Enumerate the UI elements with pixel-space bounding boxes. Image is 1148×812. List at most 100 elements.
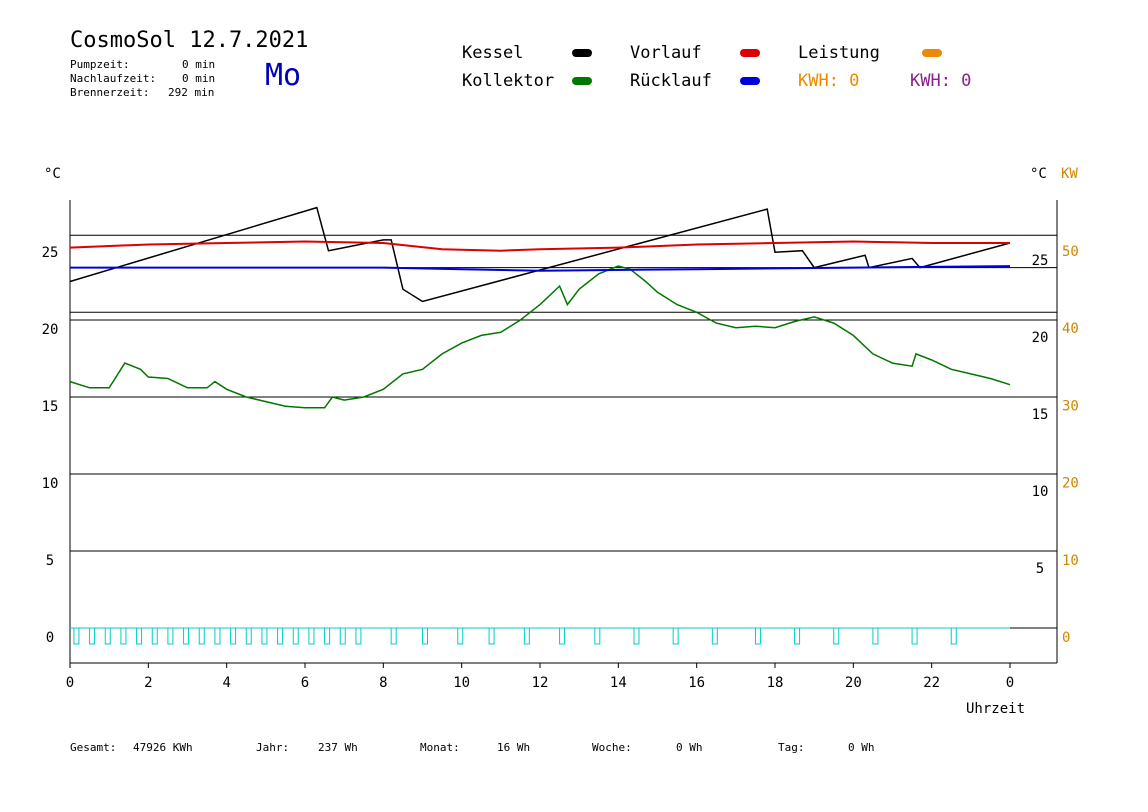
footer-woche-value: 0 Wh	[676, 741, 703, 754]
y-left-tick-label: 10	[42, 476, 59, 492]
series-line-kessel	[69, 206, 1011, 303]
pump-pulse-16	[324, 627, 331, 645]
x-tick-label: 4	[222, 675, 230, 691]
y2-tick-label: 0	[1062, 630, 1070, 646]
pump-pulse-20	[422, 627, 428, 645]
pump-pulse-3	[120, 627, 127, 645]
y-left-tick-label: 5	[46, 553, 54, 569]
y-left-tick-label: 20	[42, 322, 59, 338]
y2-tick-label: 40	[1062, 321, 1079, 337]
pump-pulses	[70, 627, 1010, 645]
x-tick-label: 8	[379, 675, 387, 691]
y2-tick-label: 30	[1062, 398, 1079, 414]
y-right-tick-label: 15	[1032, 407, 1049, 423]
pump-pulse-23	[523, 627, 530, 645]
pump-pulse-8	[198, 627, 205, 645]
pump-pulse-21	[457, 627, 464, 645]
footer-tag-value: 0 Wh	[848, 741, 875, 754]
pump-pulse-9	[214, 627, 221, 645]
pump-pulse-33	[911, 627, 918, 645]
legend-leistung-swatch	[922, 49, 942, 57]
chart-title: CosmoSol 12.7.2021	[70, 28, 309, 53]
series-line-kollektor	[69, 265, 1011, 409]
pump-pulse-17	[339, 627, 346, 645]
pump-pulse-31	[833, 627, 840, 645]
pump-pulse-25	[594, 627, 601, 645]
pump-pulse-22	[488, 627, 495, 645]
footer-woche-label: Woche:	[592, 741, 632, 754]
pump-pulse-28	[711, 627, 718, 645]
y2-tick-label: 10	[1062, 553, 1079, 569]
pump-pulse-29	[754, 627, 761, 645]
pump-pulse-32	[872, 627, 879, 645]
legend-kessel-label: Kessel	[462, 43, 524, 63]
y-right-tick-label: 20	[1032, 330, 1049, 346]
footer-monat-label: Monat:	[420, 741, 460, 754]
legend-kessel-swatch	[572, 49, 592, 57]
stat-brennerzeit-value: 292 min	[168, 86, 215, 99]
stat-nachlaufzeit-value: 0 min	[182, 72, 216, 85]
y-left-tick-label: 0	[46, 630, 54, 646]
pump-pulse-11	[245, 627, 252, 645]
x-tick-label: 14	[610, 675, 627, 691]
grid-lines	[70, 234, 1057, 629]
y-right-tick-label: 10	[1032, 484, 1049, 500]
y2-tick-label: 20	[1062, 476, 1079, 492]
footer-gesamt-label: Gesamt:	[70, 741, 117, 754]
x-tick-label: 0	[1006, 675, 1014, 691]
pump-pulse-13	[277, 627, 284, 645]
axes	[69, 200, 1058, 668]
y-left-tick-label: 25	[42, 245, 59, 261]
stat-nachlaufzeit-label: Nachlaufzeit:	[70, 72, 157, 85]
x-tick-label: 6	[301, 675, 309, 691]
pump-pulse-12	[261, 627, 268, 645]
tick-labels: 0 2 4 6 8 10 12 14 16 18 20 22 0 0 5 10 15 20 25 5 10 15 20 25 0…	[42, 244, 1079, 691]
pump-pulse-18	[355, 627, 362, 645]
footer-monat-value: 16 Wh	[497, 741, 531, 754]
x-tick-label: 10	[453, 675, 470, 691]
footer-gesamt-value: 47926 KWh	[133, 741, 193, 754]
legend-vorlauf-swatch	[740, 49, 760, 57]
pump-pulse-15	[308, 627, 315, 645]
x-tick-label: 20	[845, 675, 862, 691]
pump-pulse-34	[950, 627, 957, 645]
x-tick-label: 0	[66, 675, 74, 691]
pump-pulse-7	[183, 627, 190, 645]
footer-jahr-label: Jahr:	[256, 741, 290, 754]
pump-pulse-5	[151, 627, 158, 645]
pump-pulse-14	[292, 627, 299, 645]
left-unit-label: °C	[44, 166, 61, 182]
pump-pulse-26	[633, 627, 640, 645]
weekday-label: Mo	[265, 58, 302, 93]
x-tick-label: 2	[144, 675, 152, 691]
y-right-tick-label: 5	[1036, 561, 1044, 577]
right-unit-label: °C	[1030, 166, 1047, 182]
legend-kwh-purple: KWH: 0	[910, 71, 972, 91]
pump-pulse-6	[167, 627, 174, 645]
legend-kwh-orange: KWH: 0	[798, 71, 860, 91]
stat-pumpzeit-value: 0 min	[182, 58, 216, 71]
footer-jahr-value: 237 Wh	[318, 741, 358, 754]
right-unit2-label: KW	[1061, 166, 1078, 182]
legend-leistung-label: Leistung	[798, 43, 880, 63]
x-axis-label: Uhrzeit	[966, 701, 1026, 717]
series-line-ruecklauf	[70, 265, 1011, 272]
stat-brennerzeit-label: Brennerzeit:	[70, 86, 150, 99]
pump-pulse-4	[136, 627, 143, 645]
pump-pulse-10	[230, 627, 237, 645]
stat-pumpzeit-label: Pumpzeit:	[70, 58, 130, 71]
legend-kollektor-swatch	[572, 77, 592, 85]
x-tick-label: 12	[532, 675, 549, 691]
y-right-tick-label: 25	[1032, 253, 1049, 269]
y-left-tick-label: 15	[42, 399, 59, 415]
footer-tag-label: Tag:	[778, 741, 805, 754]
pump-pulse-1	[89, 627, 96, 645]
pump-pulse-0	[73, 627, 80, 645]
pump-pulse-2	[104, 627, 111, 645]
series-lines	[69, 206, 1011, 409]
x-tick-label: 16	[688, 675, 705, 691]
pump-pulse-24	[559, 627, 566, 645]
pump-pulse-30	[794, 627, 801, 645]
x-tick-label: 22	[923, 675, 940, 691]
